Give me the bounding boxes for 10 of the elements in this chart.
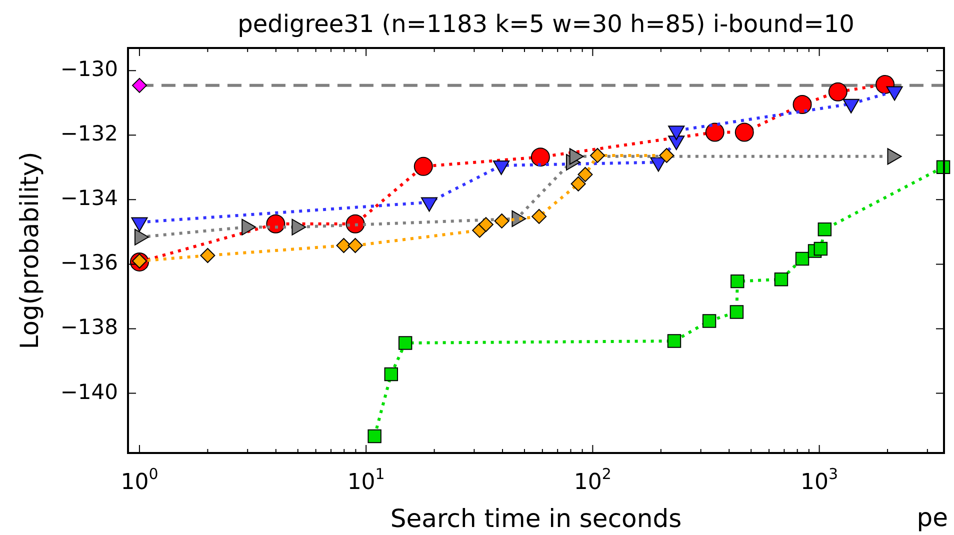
y-tick-label: −140 bbox=[60, 380, 118, 404]
x-axis-title: Search time in seconds bbox=[390, 504, 682, 533]
text: pe bbox=[916, 503, 948, 532]
y-tick-label: −136 bbox=[60, 250, 118, 275]
y-axis-title: Log(probability) bbox=[15, 152, 44, 350]
y-tick-label: −130 bbox=[60, 57, 118, 82]
chart-title: pedigree31 (n=1183 k=5 w=30 h=85) i-bound=10 bbox=[238, 10, 854, 38]
y-tick-label: −134 bbox=[60, 186, 118, 210]
y-tick-label: −138 bbox=[60, 315, 118, 340]
y-tick-label: −132 bbox=[60, 122, 118, 146]
